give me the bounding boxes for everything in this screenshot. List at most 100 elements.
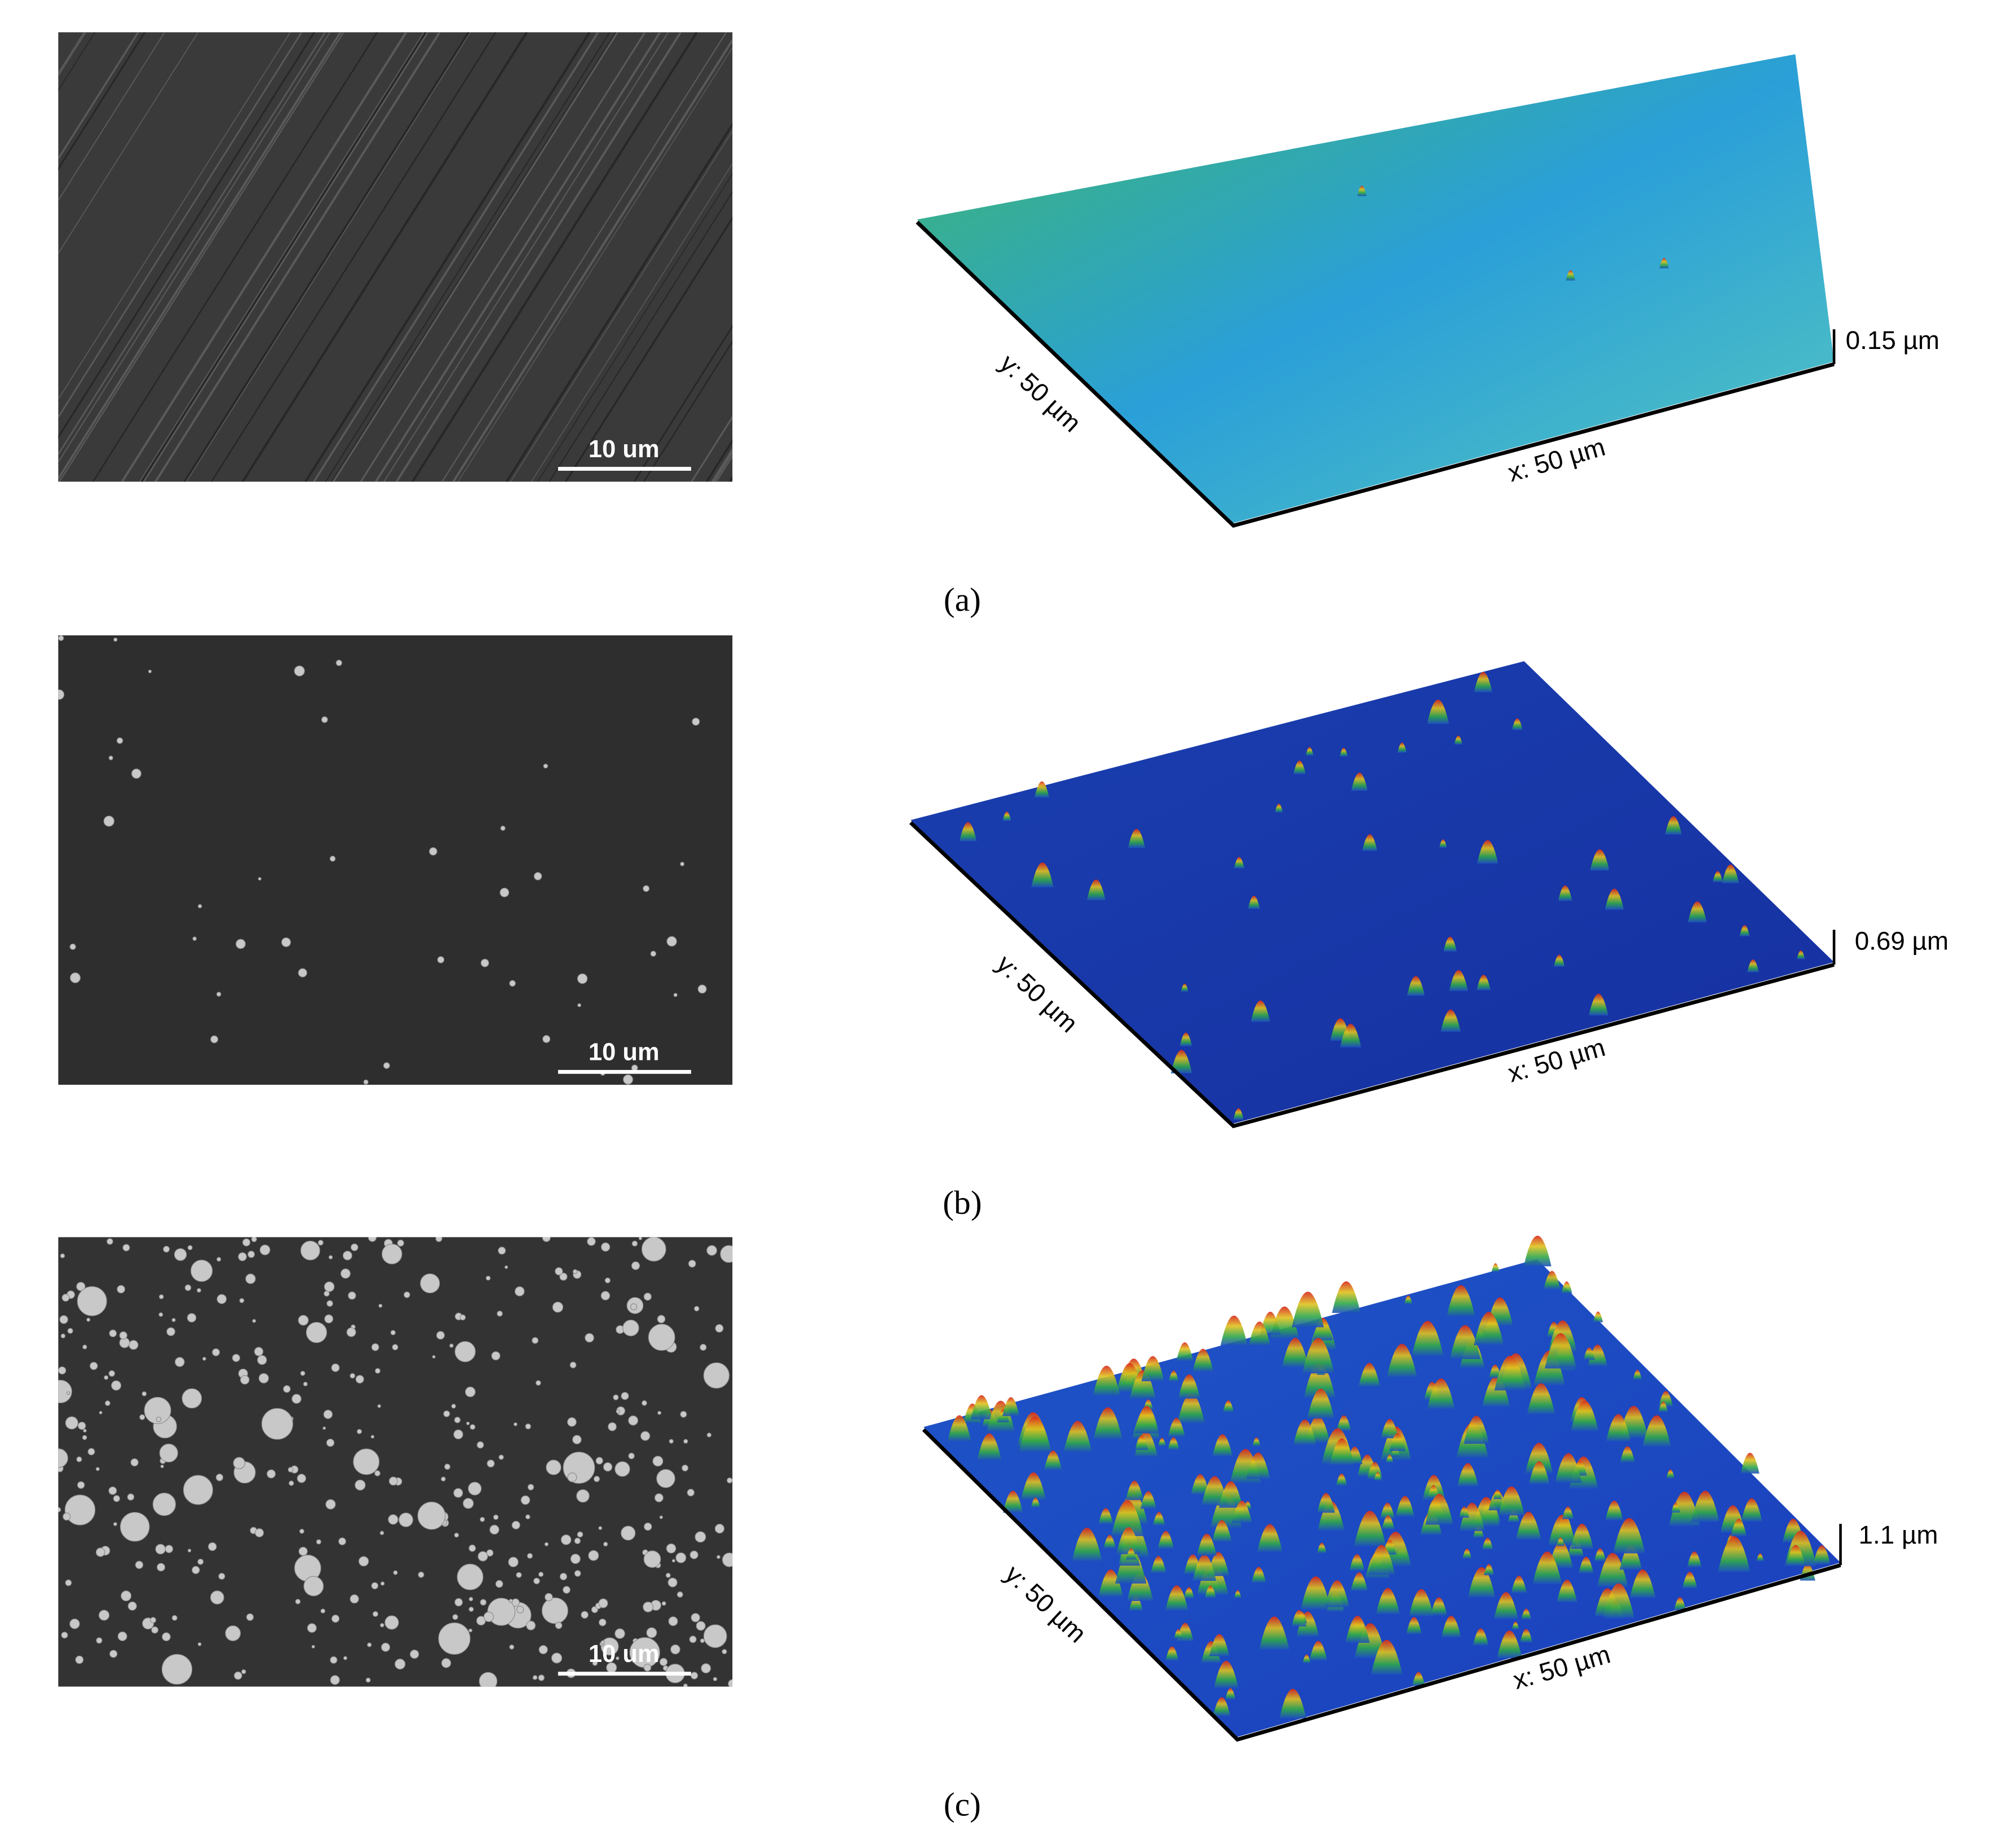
scratch [92, 32, 378, 482]
particle [600, 1640, 606, 1645]
particle [555, 1621, 563, 1629]
particle [598, 1598, 608, 1608]
afm-peak [1020, 1472, 1046, 1500]
afm-peak [1473, 1628, 1489, 1646]
particle [239, 1298, 245, 1303]
afm-peak [1747, 959, 1759, 972]
afm-peak [1373, 1472, 1382, 1481]
scratch [643, 340, 733, 482]
afm-peak [1497, 1630, 1522, 1659]
scratch [457, 47, 733, 482]
particle [368, 1237, 377, 1242]
particle [722, 1649, 727, 1655]
particle [680, 861, 684, 866]
afm-peak [1527, 1383, 1556, 1414]
particle [509, 1644, 515, 1650]
afm-peak [1532, 1551, 1562, 1584]
particle [216, 1257, 222, 1262]
particle [326, 1438, 335, 1447]
afm-peak [1439, 839, 1447, 848]
afm-peak [1613, 1518, 1645, 1554]
particle [95, 1548, 105, 1557]
particle [695, 1531, 706, 1543]
afm-peak [1511, 1576, 1527, 1593]
afm-peak [1192, 1349, 1214, 1372]
particle [87, 1448, 95, 1456]
afm-peak [1350, 1572, 1368, 1591]
afm-peak [1305, 747, 1314, 756]
afm-peak [1389, 1433, 1406, 1451]
particle [700, 1343, 707, 1351]
particle [210, 1590, 224, 1604]
particle [67, 1328, 73, 1334]
particle [77, 1481, 85, 1489]
scratch [441, 32, 727, 482]
particle [300, 1370, 306, 1376]
afm-peak [1157, 1531, 1174, 1549]
particle [615, 1461, 630, 1477]
particle [465, 1386, 476, 1398]
particle [641, 1400, 647, 1406]
particle [121, 1590, 132, 1602]
particle [218, 1572, 226, 1580]
particle [451, 1404, 456, 1409]
afm-peak [1523, 1235, 1552, 1267]
scratch [691, 415, 733, 482]
afm-peak [1234, 857, 1245, 869]
particle [576, 1489, 590, 1503]
particle [397, 1239, 404, 1247]
particle [585, 1333, 594, 1343]
afm-peak [1494, 1355, 1526, 1391]
z-axis-label: 1.1 µm [1859, 1520, 1938, 1549]
particle [159, 1443, 178, 1463]
afm-axis [916, 220, 1835, 528]
afm-peak [1588, 1345, 1607, 1367]
z-axis-label: 0.69 µm [1855, 926, 1948, 955]
afm-peak [1593, 1311, 1603, 1323]
particle [468, 1482, 482, 1496]
particle [58, 1507, 61, 1513]
afm-plot: y: 50 µmx: 50 µm0.15 µm [916, 54, 1939, 528]
particle [99, 1411, 103, 1414]
afm-peak [1340, 1024, 1362, 1047]
particle [469, 1628, 472, 1633]
particle [622, 1319, 639, 1337]
particle [498, 1246, 506, 1255]
particle [469, 1607, 474, 1612]
scratch [121, 32, 408, 482]
particle [600, 1242, 611, 1252]
scratch [58, 32, 326, 456]
particle [479, 1672, 498, 1687]
particle [69, 943, 76, 950]
particle [545, 1593, 553, 1602]
afm-peak [1605, 1500, 1623, 1520]
afm-peak [1669, 1491, 1700, 1526]
particle [572, 1269, 578, 1274]
particle [555, 1267, 563, 1276]
afm-peak [1178, 1374, 1200, 1399]
particle [300, 1240, 320, 1261]
particle [184, 1284, 192, 1291]
particle [190, 1259, 213, 1282]
particle [139, 1414, 145, 1420]
particle [509, 980, 516, 987]
afm-peak [1474, 1312, 1504, 1346]
particle [525, 1514, 531, 1519]
particle [588, 1550, 599, 1561]
afm-peak [1116, 1527, 1141, 1554]
afm-peak [1427, 699, 1450, 724]
particle [258, 877, 262, 881]
afm-peak [1257, 1524, 1283, 1553]
particle [240, 1375, 250, 1385]
particle [453, 1488, 463, 1498]
particle [690, 1550, 699, 1559]
particle [527, 1484, 534, 1491]
particle [683, 1683, 688, 1687]
afm-peak [1674, 1597, 1686, 1611]
afm-peak [1528, 1461, 1550, 1484]
particle [385, 1615, 399, 1630]
particle [616, 1409, 620, 1414]
scratch [185, 32, 471, 482]
particle [61, 1293, 70, 1302]
scratch [412, 32, 698, 482]
